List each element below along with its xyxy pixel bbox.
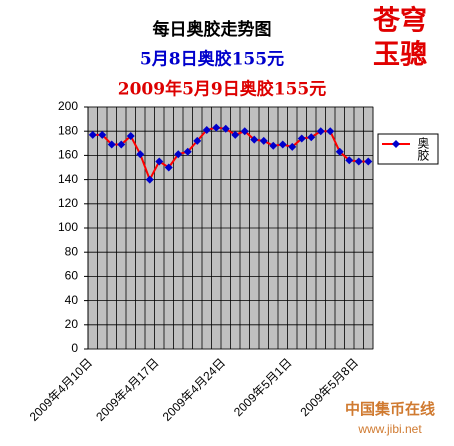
y-tick-label: 120 [58, 196, 78, 210]
y-tick-label: 60 [65, 269, 79, 283]
y-tick-label: 0 [71, 341, 78, 355]
data-point [345, 156, 354, 165]
data-point [136, 150, 145, 159]
x-tick-label: 2009年4月17日 [93, 355, 161, 423]
data-point [183, 147, 192, 156]
chart-title: 每日奥胶走势图 [153, 19, 272, 40]
data-point [193, 136, 202, 145]
data-point [297, 134, 306, 143]
data-point [231, 130, 240, 139]
data-point [288, 142, 297, 151]
data-point [354, 157, 363, 166]
y-tick-label: 40 [65, 293, 79, 307]
data-point [335, 147, 344, 156]
data-point [164, 163, 173, 172]
watermark-url: www.jibi.net [357, 422, 422, 436]
x-tick-label: 2009年4月10日 [27, 355, 95, 423]
data-point [117, 140, 126, 149]
chart-subtitle: 2009年5月9日奥胶155元 [118, 79, 326, 100]
data-point [155, 157, 164, 166]
x-tick-label: 2009年4月24日 [160, 355, 228, 423]
data-point [240, 127, 249, 136]
legend-label: 奥胶 [416, 137, 430, 162]
data-point [174, 150, 183, 159]
y-tick-label: 80 [65, 244, 79, 258]
stamp-text: 玉骢 [373, 39, 427, 71]
data-point [107, 140, 116, 149]
y-tick-label: 100 [58, 220, 78, 234]
data-point [278, 140, 287, 149]
data-point [145, 175, 154, 184]
data-point [221, 124, 230, 133]
data-point [326, 127, 335, 136]
legend-box [377, 133, 439, 165]
data-point [250, 135, 259, 144]
data-point [88, 130, 97, 139]
data-point [307, 133, 316, 142]
data-point [259, 136, 268, 145]
y-tick-label: 160 [58, 148, 78, 162]
y-tick-label: 180 [58, 123, 78, 137]
data-point [126, 132, 135, 141]
data-point [269, 141, 278, 150]
data-point [212, 123, 221, 132]
stamp-text: 苍穹 [372, 5, 427, 37]
data-point [202, 125, 211, 134]
watermark-name: 中国集币在线 [345, 400, 435, 418]
data-point [98, 130, 107, 139]
y-tick-label: 200 [58, 99, 78, 113]
data-point [364, 157, 373, 166]
y-tick-label: 20 [65, 317, 79, 331]
chart-subtitle: 5月8日奥胶155元 [140, 49, 284, 70]
legend-marker [392, 140, 400, 148]
data-point [316, 127, 325, 136]
x-tick-label: 2009年5月1日 [231, 355, 295, 419]
y-tick-label: 140 [58, 172, 78, 186]
